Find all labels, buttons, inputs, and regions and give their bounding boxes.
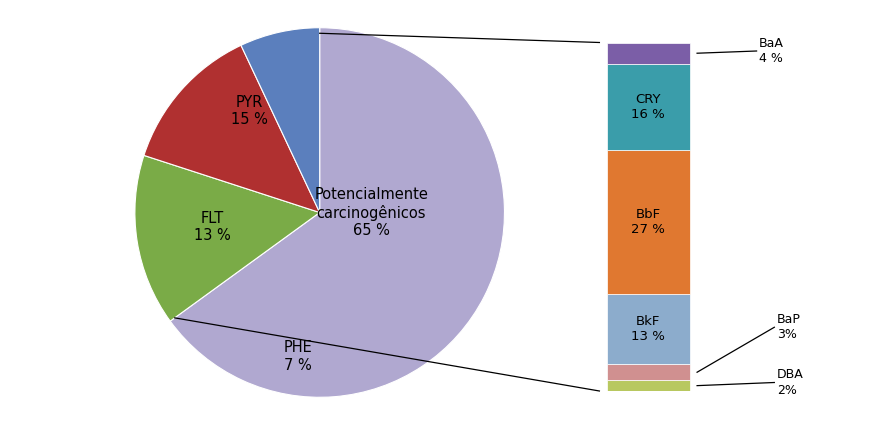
Bar — [607, 42, 690, 64]
Bar — [607, 64, 690, 150]
Wedge shape — [135, 156, 320, 321]
Wedge shape — [144, 45, 320, 212]
Wedge shape — [170, 28, 504, 397]
Text: PYR
15 %: PYR 15 % — [231, 95, 268, 127]
Text: BaP
3%: BaP 3% — [777, 313, 801, 341]
Bar — [607, 380, 690, 391]
Text: DBA
2%: DBA 2% — [777, 368, 804, 397]
Text: BbF
27 %: BbF 27 % — [631, 208, 665, 236]
Text: BkF
13 %: BkF 13 % — [631, 315, 665, 343]
Wedge shape — [241, 28, 320, 212]
Text: Potencialmente
carcinogênicos
65 %: Potencialmente carcinogênicos 65 % — [314, 187, 428, 238]
Text: CRY
16 %: CRY 16 % — [631, 93, 665, 121]
Text: PHE
7 %: PHE 7 % — [283, 340, 312, 373]
Bar — [607, 295, 690, 364]
Text: BaA
4 %: BaA 4 % — [759, 37, 784, 65]
Bar — [607, 364, 690, 380]
Text: FLT
13 %: FLT 13 % — [194, 211, 231, 244]
Bar — [607, 150, 690, 295]
